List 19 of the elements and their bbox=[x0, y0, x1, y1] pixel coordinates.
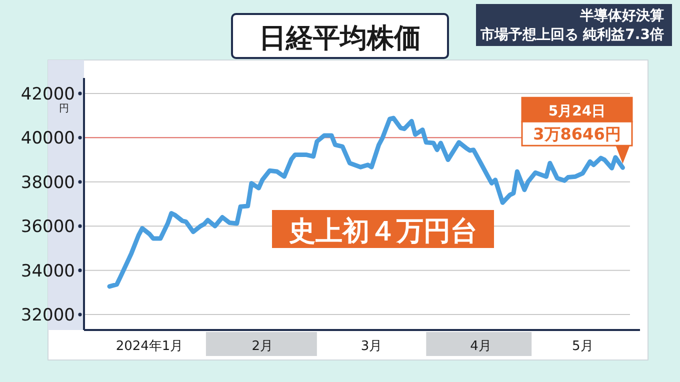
y-axis-title: 円 bbox=[59, 103, 69, 114]
y-tick-label: 32000 bbox=[20, 306, 75, 326]
x-tick-label: 2月 bbox=[252, 339, 273, 354]
y-tick-label: 40000 bbox=[20, 128, 75, 149]
x-tick-label: 4月 bbox=[470, 339, 492, 354]
annotation: 3万8646円 bbox=[533, 124, 621, 144]
x-tick-label: 5月 bbox=[572, 339, 594, 354]
y-tick-label: 42000 bbox=[20, 84, 75, 104]
y-tick-label: 34000 bbox=[20, 261, 75, 282]
text: 市場予想上回る 純利益7.3倍 bbox=[479, 26, 664, 43]
x-tick-label: 2024年1月 bbox=[116, 339, 184, 354]
annotation: 史上初４万円台 bbox=[288, 216, 478, 247]
y-tick-label: 36000 bbox=[20, 217, 75, 238]
chart-subtitle: 半導体好決算 bbox=[579, 7, 664, 24]
y-tick-label: 38000 bbox=[20, 172, 75, 193]
chart-title: 日経平均株価 bbox=[259, 23, 421, 54]
x-tick-label: 3月 bbox=[360, 339, 382, 354]
annotation: 5月24日 bbox=[548, 104, 606, 120]
callout-box: 5月24日 3万8646円 bbox=[521, 96, 633, 164]
